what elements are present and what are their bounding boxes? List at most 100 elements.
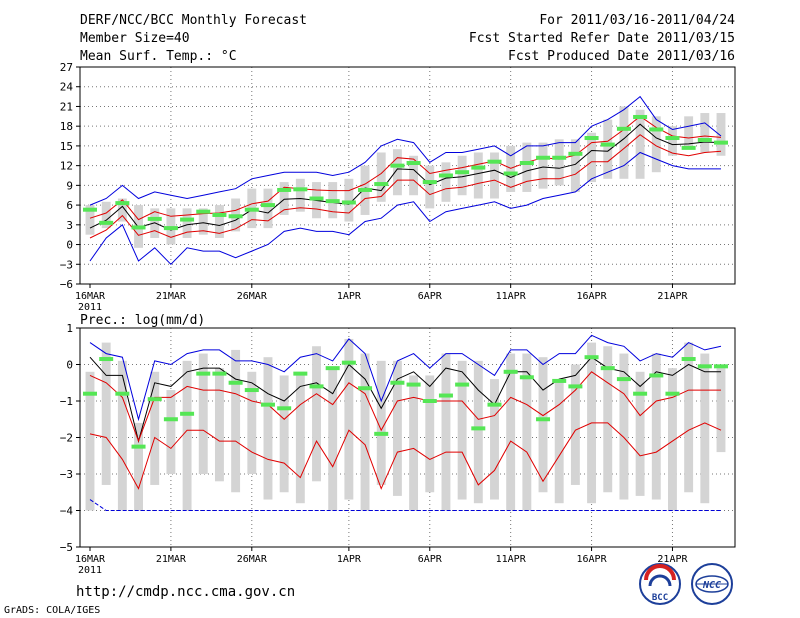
temp-range-box-0	[85, 205, 95, 235]
prec-obs-marker-15	[325, 366, 340, 371]
temp-range-box-29	[554, 139, 564, 186]
prec-range-box-8	[214, 368, 224, 482]
bcc-logo: BCC	[639, 563, 681, 605]
temp-range-box-36	[668, 126, 677, 156]
temp-range-box-31	[587, 132, 597, 183]
temp-xtick-label-7: 21APR	[657, 291, 688, 302]
temp-obs-marker-7	[196, 209, 211, 214]
prec-range-box-21	[425, 375, 435, 493]
prec-range-box-35	[651, 353, 661, 500]
prec-obs-marker-6	[180, 411, 195, 416]
temp-obs-marker-18	[374, 182, 389, 187]
temp-obs-marker-4	[147, 216, 162, 221]
prec-obs-marker-31	[584, 355, 599, 360]
prec-range-box-34	[635, 371, 645, 496]
precip-panel-title: Prec.: log(mm/d)	[80, 313, 205, 328]
prec-range-box-9	[231, 349, 241, 493]
temp-obs-marker-20	[406, 161, 421, 166]
prec-range-box-0	[85, 371, 95, 511]
temperature-panel: −6 −3 0 3 6 9 12 15 18 21 24 27 16MAR 21MAR 26MAR 1APR 6…	[60, 61, 736, 313]
temp-obs-marker-34	[633, 114, 648, 119]
temp-ytick-label-4: 6	[66, 199, 73, 212]
prec-range-box-24	[473, 360, 483, 504]
temp-range-box-25	[490, 152, 499, 199]
temp-obs-marker-37	[681, 145, 696, 150]
temp-ytick-label-0: −6	[60, 278, 73, 291]
prec-obs-marker-4	[147, 397, 162, 402]
temp-obs-marker-33	[616, 126, 631, 131]
temp-series-minus-sd	[89, 134, 722, 239]
temp-range-box-23	[457, 155, 467, 196]
prec-xtick-label-1: 21MAR	[156, 554, 187, 565]
prec-range-box-4	[150, 371, 160, 485]
prec-range-box-38	[700, 353, 710, 504]
prec-obs-marker-10	[244, 388, 259, 393]
ncc-logo-text: NCC	[702, 580, 721, 591]
temp-obs-marker-31	[584, 136, 599, 141]
prec-obs-marker-19	[390, 380, 405, 385]
prec-obs-marker-5	[163, 417, 178, 422]
temp-obs-marker-5	[163, 226, 178, 231]
prec-range-box-19	[392, 360, 402, 496]
prec-range-box-20	[409, 375, 419, 511]
prec-obs-marker-39	[714, 364, 728, 369]
temp-obs-marker-17	[358, 187, 373, 192]
prec-obs-marker-0	[83, 391, 97, 396]
temp-ytick-label-2: 0	[66, 239, 73, 252]
prec-range-box-3	[134, 422, 143, 511]
prec-ytick-label-0: −5	[60, 541, 73, 554]
temp-range-box-32	[603, 119, 613, 179]
prec-obs-marker-28	[536, 417, 551, 422]
prec-ytick-label-2: −3	[60, 468, 73, 481]
prec-obs-marker-30	[568, 384, 583, 389]
temp-year-label: 2011	[78, 302, 102, 313]
temp-obs-marker-9	[228, 214, 243, 219]
temp-xtick-label-3: 1APR	[337, 291, 362, 302]
temp-obs-marker-1	[99, 220, 114, 225]
prec-range-box-25	[490, 379, 499, 500]
prec-obs-marker-3	[131, 444, 146, 449]
bcc-logo-text: BCC	[652, 593, 668, 603]
prec-obs-marker-12	[277, 406, 292, 411]
prec-year-label: 2011	[78, 565, 102, 576]
prec-obs-marker-18	[374, 431, 389, 436]
prec-obs-marker-37	[681, 357, 696, 362]
prec-obs-marker-32	[600, 366, 615, 371]
prec-obs-marker-27	[519, 375, 534, 380]
temp-ytick-label-1: −3	[60, 258, 73, 271]
temp-xtick-label-1: 21MAR	[156, 291, 187, 302]
prec-range-box-15	[328, 368, 338, 511]
prec-series-mean	[89, 356, 721, 444]
temp-obs-marker-2	[115, 201, 130, 206]
prec-obs-marker-2	[115, 391, 130, 396]
prec-range-box-17	[360, 353, 370, 511]
temp-range-box-33	[619, 106, 629, 179]
temp-range-box-8	[214, 205, 224, 238]
temp-range-box-26	[506, 145, 516, 192]
temp-xtick-label-5: 11APR	[496, 291, 527, 302]
prec-obs-marker-11	[260, 402, 275, 407]
prec-range-box-18	[376, 360, 386, 485]
temp-obs-marker-15	[325, 199, 340, 204]
prec-obs-marker-21	[422, 399, 437, 403]
prec-range-box-32	[603, 346, 613, 493]
prec-range-box-22	[441, 353, 451, 511]
temp-obs-marker-24	[471, 165, 486, 170]
forecast-period: For 2011/03/16-2011/04/24	[539, 13, 735, 28]
prec-range-box-6	[182, 360, 192, 511]
prec-obs-marker-8	[212, 371, 227, 376]
prec-range-box-16	[344, 338, 354, 500]
prec-obs-marker-14	[309, 384, 324, 389]
prec-xtick-label-0: 16MAR	[75, 554, 106, 565]
prec-range-box-23	[457, 360, 467, 500]
temp-range-box-12	[279, 182, 289, 215]
temp-obs-marker-0	[83, 207, 97, 212]
prec-obs-marker-24	[471, 426, 486, 431]
temp-obs-marker-27	[519, 161, 534, 166]
temp-ytick-label-8: 18	[60, 120, 73, 133]
bcc-logo-blue-arc	[648, 574, 672, 587]
prec-range-box-14	[312, 346, 321, 482]
temp-range-box-21	[425, 165, 435, 209]
prec-range-box-11	[263, 357, 273, 500]
